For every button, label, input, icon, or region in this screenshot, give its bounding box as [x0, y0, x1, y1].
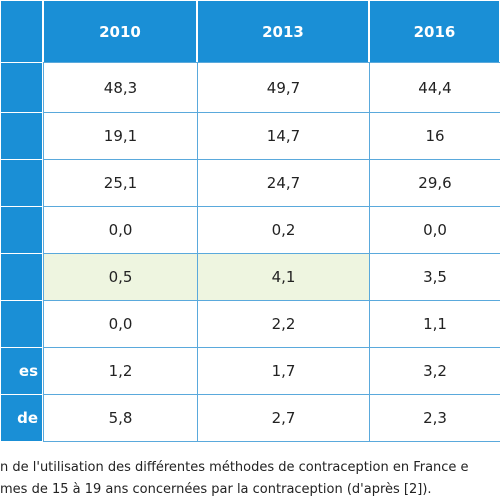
table-cell: 3,2	[369, 347, 500, 395]
row-label: es	[0, 347, 43, 395]
table-cell: 4,1	[197, 253, 370, 301]
table-cell: 19,1	[43, 112, 198, 160]
table-cell: 25,1	[43, 159, 198, 207]
table-cell: 1,2	[43, 347, 198, 395]
table-cell: 24,7	[197, 159, 370, 207]
table-cell: 0,0	[43, 206, 198, 254]
header-cell: 2013	[197, 0, 369, 63]
table-cell: 16	[369, 112, 500, 160]
header-cell	[0, 0, 43, 63]
table-cell: 14,7	[197, 112, 370, 160]
row-label	[0, 62, 43, 113]
table-cell: 0,0	[369, 206, 500, 254]
table-cell: 2,7	[197, 394, 370, 442]
row-label	[0, 112, 43, 160]
row-label: de	[0, 394, 43, 442]
row-label	[0, 159, 43, 207]
row-label	[0, 300, 43, 348]
table-cell: 29,6	[369, 159, 500, 207]
caption-line: mes de 15 à 19 ans concernées par la con…	[0, 482, 432, 497]
table-cell: 1,1	[369, 300, 500, 348]
table-cell: 1,7	[197, 347, 370, 395]
table-cell: 3,5	[369, 253, 500, 301]
table-cell: 5,8	[43, 394, 198, 442]
table-cell: 2,2	[197, 300, 370, 348]
header-cell: 2016	[369, 0, 500, 63]
table-cell: 48,3	[43, 62, 198, 113]
row-label	[0, 253, 43, 301]
table-cell: 2,3	[369, 394, 500, 442]
table-cell: 0,5	[43, 253, 198, 301]
header-cell: 2010	[43, 0, 197, 63]
table-cell: 44,4	[369, 62, 500, 113]
table-cell: 0,0	[43, 300, 198, 348]
table-cell: 0,2	[197, 206, 370, 254]
row-label	[0, 206, 43, 254]
caption-line: n de l'utilisation des différentes métho…	[0, 460, 469, 475]
table-cell: 49,7	[197, 62, 370, 113]
